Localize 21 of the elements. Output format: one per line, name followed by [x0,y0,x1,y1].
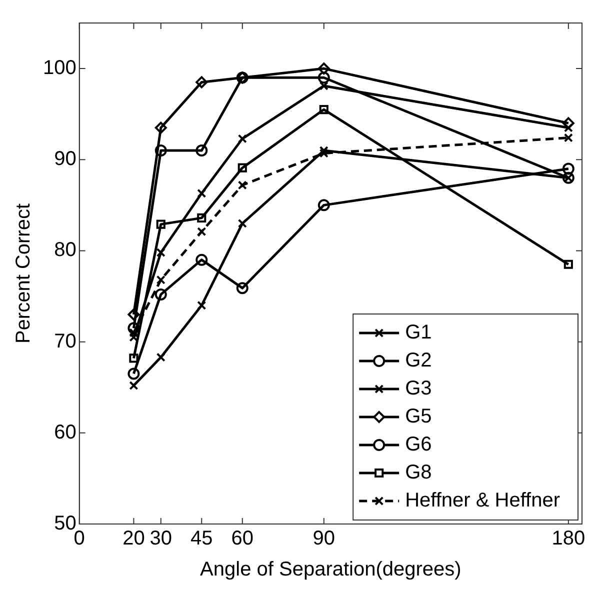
y-tick-label: 80 [54,239,76,262]
legend-label: G3 [405,378,432,400]
x-tick-label: 20 [122,528,145,550]
y-tick-label: 90 [54,148,76,170]
x-tick-label: 45 [190,528,213,550]
legend-label: G5 [405,406,432,428]
y-axis-title: Percent Correct [12,203,35,344]
x-tick-label: 180 [552,528,586,550]
legend-label: G2 [405,350,432,372]
legend-label: G1 [405,322,432,344]
y-tick-label: 70 [54,330,76,352]
x-tick-label: 90 [312,528,336,550]
x-tick-label: 30 [150,528,172,550]
y-tick-label: 100 [42,57,76,80]
x-axis-title: Angle of Separation(degrees) [200,558,462,581]
legend-label: Heffner & Heffner [405,490,560,512]
x-tick-label: 60 [231,528,254,550]
legend-label: G8 [405,462,432,484]
x-tick-label: 0 [74,528,85,550]
legend-label: G6 [405,434,432,456]
y-tick-label: 60 [54,421,76,444]
